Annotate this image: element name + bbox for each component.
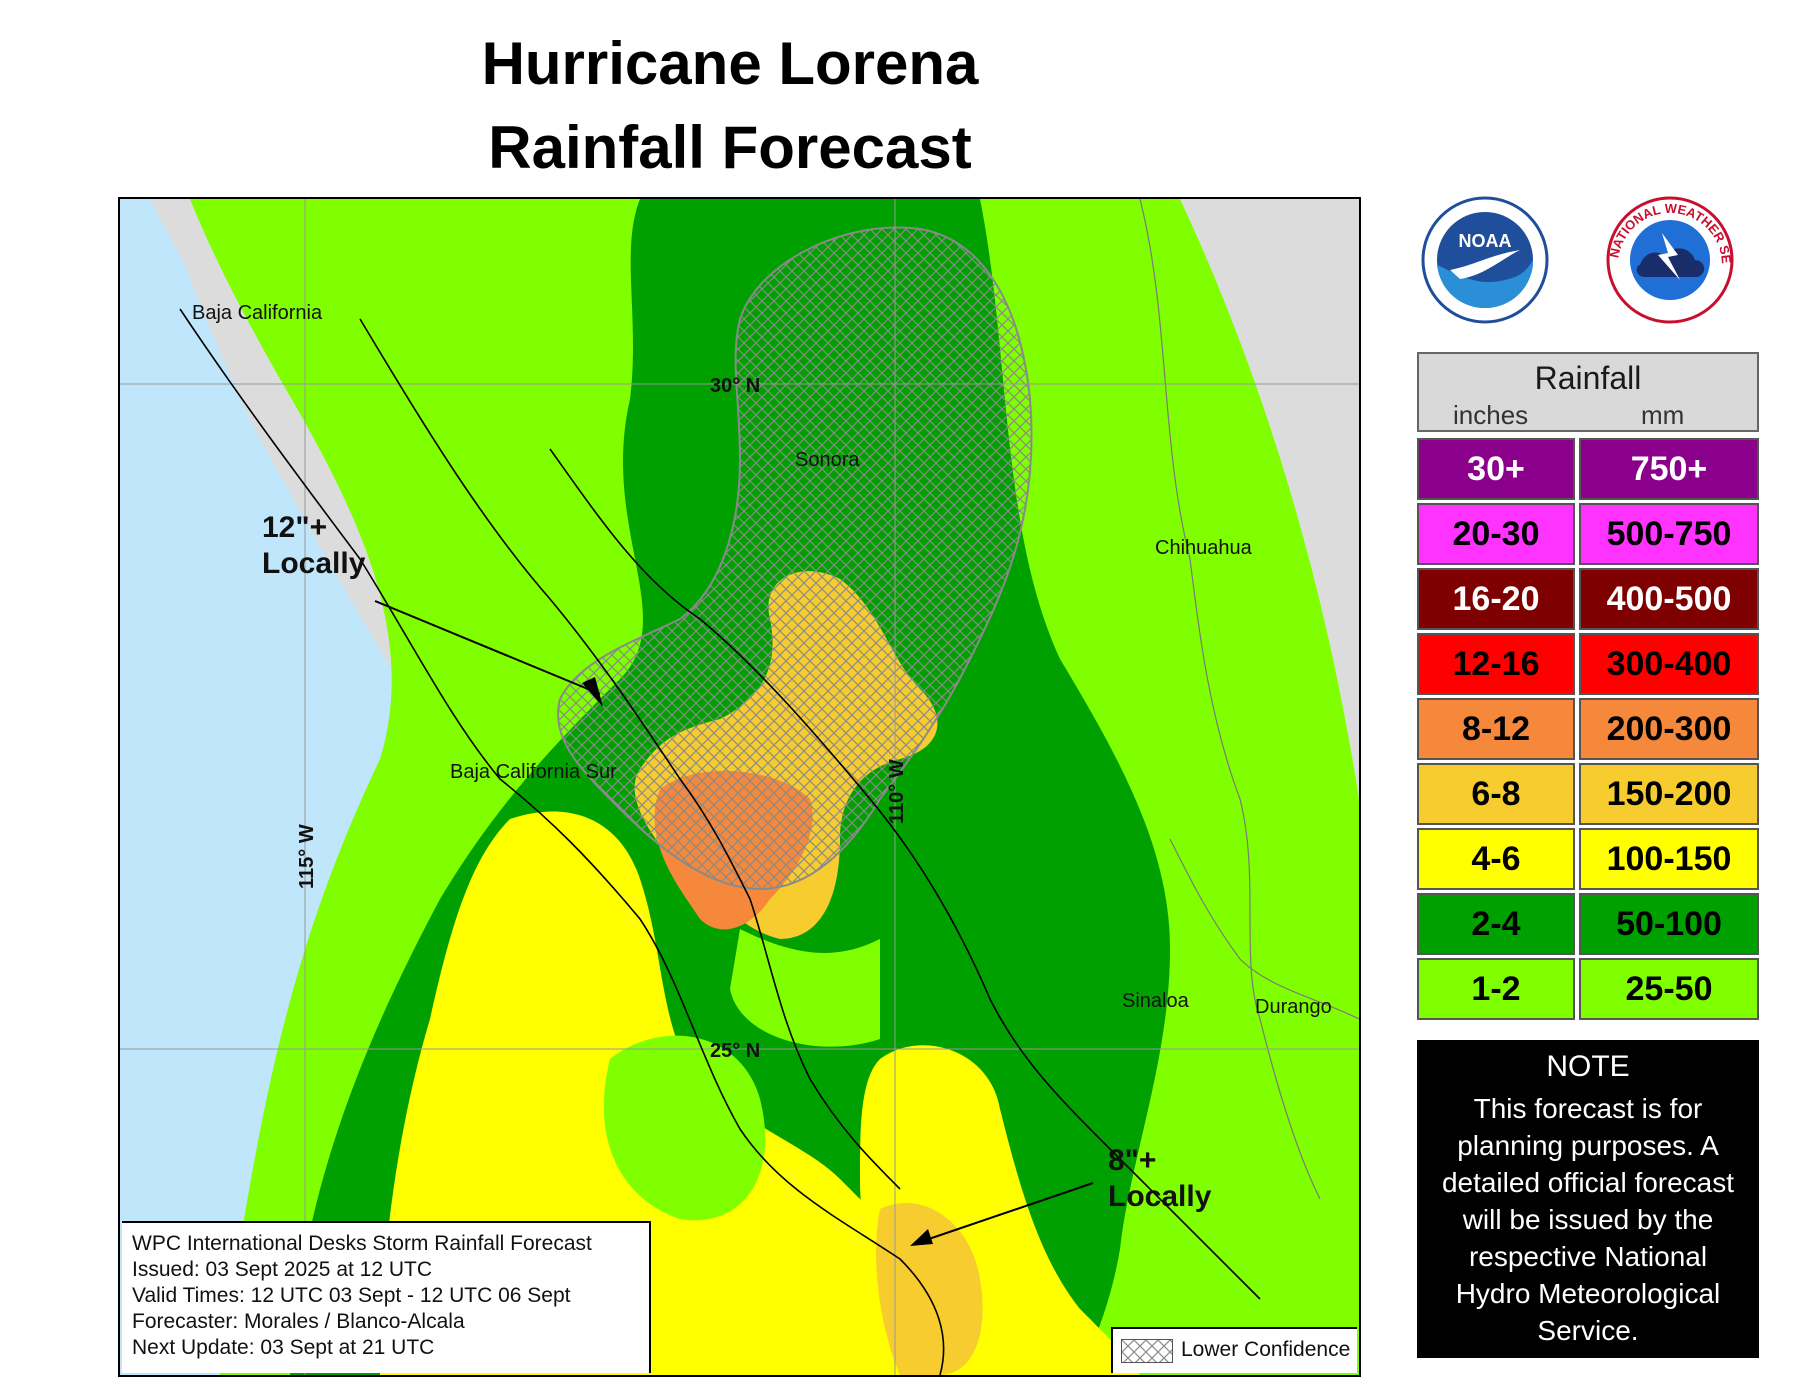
title-line-1: Hurricane Lorena — [481, 30, 979, 97]
annotation-north-line2: Locally — [262, 547, 366, 580]
lower-confidence-area — [557, 226, 1033, 891]
info-line-next-update: Next Update: 03 Sept at 21 UTC — [132, 1336, 435, 1359]
note-title: NOTE — [1546, 1050, 1630, 1083]
coastline-mainland — [549, 448, 1261, 1300]
legend-mm-cell: 150-200 — [1579, 763, 1759, 825]
legend-mm-cell: 500-750 — [1579, 503, 1759, 565]
legend-mm-cell: 400-500 — [1579, 568, 1759, 630]
legend-row: 30+ 750+ — [1417, 438, 1759, 500]
legend-unit-inches: inches — [1453, 400, 1529, 430]
nws-logo-icon: NATIONAL WEATHER SERVICE — [1600, 195, 1734, 324]
legend-mm-cell: 100-150 — [1579, 828, 1759, 890]
coastline-baja-west — [179, 308, 945, 1375]
arrow-north-line — [374, 600, 601, 695]
noaa-logo-icon: NOAA — [1421, 196, 1549, 324]
note-box: NOTE This forecast is for planning purpo… — [1417, 1040, 1759, 1358]
grid-label-25n: 25° N — [710, 1040, 760, 1062]
label-durango: Durango — [1255, 996, 1332, 1018]
info-line-forecaster: Forecaster: Morales / Blanco-Alcala — [132, 1310, 465, 1333]
lower-confidence-label: Lower Confidence — [1181, 1338, 1351, 1361]
annotation-north-line1: 12"+ — [262, 511, 327, 544]
grid-label-115w: 115° W — [296, 824, 318, 889]
info-line-issued: Issued: 03 Sept 2025 at 12 UTC — [132, 1258, 433, 1281]
legend-inches-cell: 2-4 — [1417, 893, 1575, 955]
label-sonora: Sonora — [795, 449, 860, 471]
forecast-info-box: WPC International Desks Storm Rainfall F… — [122, 1221, 651, 1373]
note-body: This forecast is for planning purposes. … — [1441, 1093, 1735, 1346]
legend-inches-cell: 16-20 — [1417, 568, 1575, 630]
annotation-south-line1: 8"+ — [1108, 1144, 1156, 1177]
legend-row: 8-12 200-300 — [1417, 698, 1759, 760]
legend-header: Rainfall inches mm — [1417, 352, 1759, 432]
legend-inches-cell: 4-6 — [1417, 828, 1575, 890]
legend-row: 2-4 50-100 — [1417, 893, 1759, 955]
rain-band-1-2-inner — [603, 1035, 766, 1221]
info-line-valid: Valid Times: 12 UTC 03 Sept - 12 UTC 06 … — [132, 1284, 571, 1307]
legend-row: 16-20 400-500 — [1417, 568, 1759, 630]
noaa-logo-text: NOAA — [1459, 231, 1512, 251]
map-canvas: Baja California Sonora Chihuahua Baja Ca… — [120, 199, 1359, 1375]
border-sonora-chihuahua — [1139, 199, 1321, 1200]
legend-inches-cell: 6-8 — [1417, 763, 1575, 825]
legend-mm-cell: 25-50 — [1579, 958, 1759, 1020]
grid-label-110w: 110° W — [886, 759, 908, 824]
arrow-south-line — [919, 1182, 1094, 1243]
coastline-baja-east — [359, 318, 901, 1190]
title-line-2: Rainfall Forecast — [488, 114, 972, 181]
legend-row: 6-8 150-200 — [1417, 763, 1759, 825]
label-sinaloa: Sinaloa — [1122, 990, 1190, 1012]
rain-band-6-8-south — [876, 1202, 983, 1375]
legend-row: 1-2 25-50 — [1417, 958, 1759, 1020]
grid-label-30n: 30° N — [710, 375, 760, 397]
legend-row: 12-16 300-400 — [1417, 633, 1759, 695]
legend-mm-cell: 300-400 — [1579, 633, 1759, 695]
label-baja-california-sur: Baja California Sur — [450, 761, 617, 783]
lower-confidence-key: Lower Confidence — [1111, 1327, 1357, 1373]
hatch-swatch-icon — [1121, 1339, 1173, 1363]
arrow-south-head — [910, 1229, 933, 1246]
label-chihuahua: Chihuahua — [1155, 537, 1253, 559]
rain-band-1-2-strip — [240, 199, 461, 499]
label-baja-california: Baja California — [192, 302, 323, 324]
legend-unit-mm: mm — [1641, 400, 1685, 430]
legend-inches-cell: 30+ — [1417, 438, 1575, 500]
legend-row: 20-30 500-750 — [1417, 503, 1759, 565]
border-chihuahua-sinaloa — [1169, 838, 1359, 1020]
legend-title: Rainfall — [1534, 360, 1642, 396]
legend-inches-cell: 20-30 — [1417, 503, 1575, 565]
legend-mm-cell: 750+ — [1579, 438, 1759, 500]
arrow-north-head — [582, 677, 603, 707]
legend-row: 4-6 100-150 — [1417, 828, 1759, 890]
rainfall-map: Baja California Sonora Chihuahua Baja Ca… — [118, 197, 1361, 1377]
legend-mm-cell: 200-300 — [1579, 698, 1759, 760]
legend-inches-cell: 1-2 — [1417, 958, 1575, 1020]
annotation-south-line2: Locally — [1108, 1180, 1212, 1213]
legend-inches-cell: 12-16 — [1417, 633, 1575, 695]
legend-inches-cell: 8-12 — [1417, 698, 1575, 760]
legend-mm-cell: 50-100 — [1579, 893, 1759, 955]
info-line-product: WPC International Desks Storm Rainfall F… — [132, 1232, 592, 1255]
